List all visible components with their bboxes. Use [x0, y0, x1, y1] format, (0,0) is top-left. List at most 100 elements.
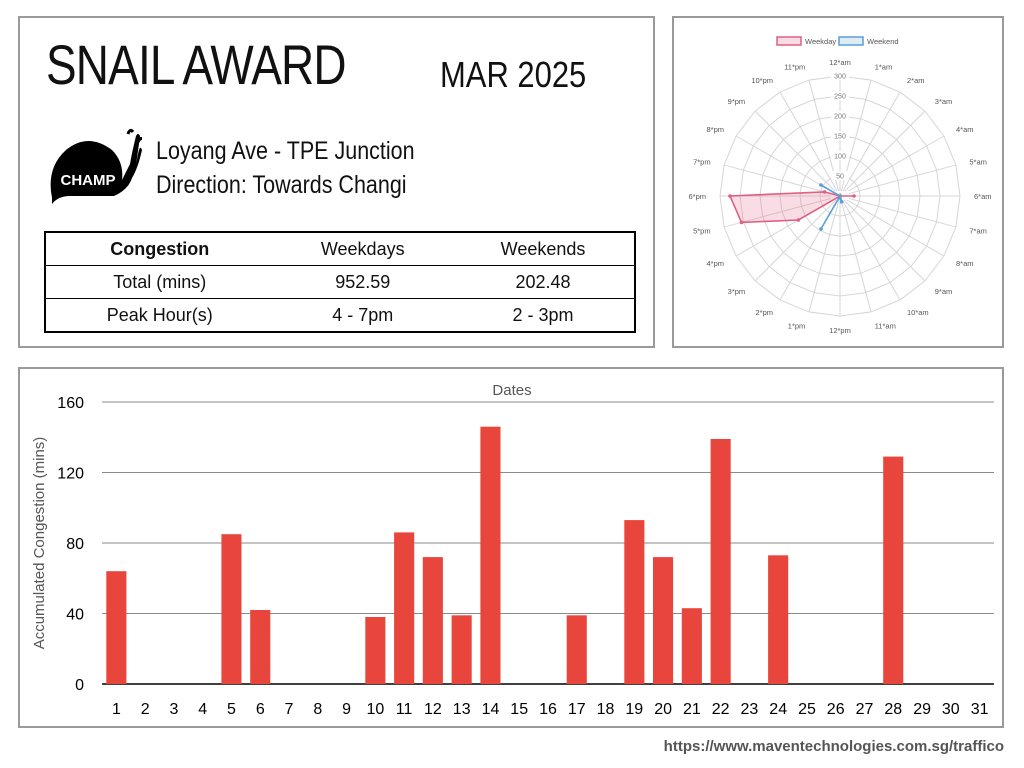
radar-chart: 12*am 1*am 2*am 3*am 4*am 5*am 6*am 7*am 8*am 9*a…: [688, 36, 992, 335]
radar-spoke: [839, 195, 957, 228]
legend-swatch: [776, 36, 802, 46]
bar-day-19: [624, 520, 645, 684]
x-tick-label: 24: [769, 701, 787, 718]
radar-category-label: 5*pm: [693, 227, 711, 236]
radar-spoke: [839, 195, 872, 313]
bar-day-10: [365, 617, 386, 684]
x-tick-label: 9: [342, 701, 351, 718]
x-tick-label: 2: [141, 701, 150, 718]
x-tick-label: 12: [424, 701, 442, 718]
radar-spoke: [839, 195, 926, 282]
radar-tick-bg: [831, 151, 849, 160]
x-tick-label: 15: [510, 701, 528, 718]
bar-day-5: [221, 534, 242, 684]
direction-label: Direction: Towards Changi: [156, 171, 407, 199]
bar-day-21: [681, 608, 702, 684]
x-tick-label: 30: [942, 701, 960, 718]
radar-category-label: 6*am: [974, 192, 992, 201]
radar-tick-bg: [831, 171, 849, 180]
bar-day-22: [710, 439, 731, 684]
bar-day-12: [422, 557, 443, 684]
radar-spoke: [839, 195, 945, 257]
x-tick-label: 23: [741, 701, 759, 718]
radar-category-label: 10*pm: [751, 76, 773, 85]
x-tick-label: 4: [198, 701, 207, 718]
radar-category-label: 8*pm: [706, 125, 724, 134]
bar-day-1: [106, 571, 127, 684]
radar-spoke: [723, 164, 841, 197]
radar-tick-bg: [831, 111, 849, 120]
x-tick-label: 18: [597, 701, 615, 718]
x-tick-label: 5: [227, 701, 236, 718]
x-tick-label: 3: [169, 701, 178, 718]
award-title: SNAIL AWARD: [46, 33, 347, 96]
radar-tick-bg: [831, 91, 849, 100]
bar-day-17: [566, 615, 587, 684]
table-header: Congestion: [110, 238, 210, 259]
x-tick-label: 27: [856, 701, 874, 718]
radar-spoke: [839, 110, 926, 197]
table-cell: 4 - 7pm: [273, 298, 453, 332]
x-tick-label: 11: [396, 701, 413, 718]
footer-url[interactable]: https://www.maventechnologies.com.sg/tra…: [663, 738, 1004, 755]
radar-spoke: [808, 195, 841, 313]
radar-category-label: 7*am: [969, 227, 987, 236]
y-tick-label: 120: [57, 466, 84, 483]
x-tick-label: 28: [884, 701, 902, 718]
x-tick-label: 10: [367, 701, 385, 718]
legend-swatch: [838, 36, 864, 46]
radar-tick-label: 100: [834, 154, 846, 161]
radar-category-label: 11*pm: [784, 63, 805, 72]
radar-category-label: 6*pm: [688, 192, 706, 201]
radar-tick-bg: [831, 71, 849, 80]
radar-category-label: 11*am: [875, 321, 896, 330]
radar-category-label: 9*pm: [728, 97, 746, 106]
radar-category-label: 1*am: [875, 63, 893, 72]
y-tick-label: 80: [66, 536, 84, 553]
radar-category-label: 3*pm: [728, 287, 746, 296]
x-tick-label: 1: [112, 701, 121, 718]
radar-point: [852, 194, 856, 198]
y-tick-label: 0: [75, 677, 84, 694]
radar-point: [819, 227, 823, 231]
radar-spoke: [839, 164, 957, 197]
x-tick-label: 6: [256, 701, 265, 718]
congestion-table: Congestion Weekdays Weekends Total (mins…: [44, 231, 636, 333]
radar-category-label: 4*am: [956, 125, 974, 134]
radar-tick-label: 200: [834, 114, 846, 121]
radar-point: [796, 218, 801, 222]
radar-panel: 12*am 1*am 2*am 3*am 4*am 5*am 6*am 7*am 8*am 9*a…: [672, 16, 1004, 348]
radar-category-label: 2*am: [907, 76, 925, 85]
radar-point: [819, 183, 823, 187]
table-header: Weekends: [500, 238, 586, 259]
radar-spoke: [839, 195, 901, 301]
x-tick-label: 31: [971, 701, 989, 718]
x-tick-label: 7: [285, 701, 294, 718]
bar-chart-title: Dates: [492, 382, 531, 399]
radar-point: [839, 200, 844, 204]
radar-spoke: [839, 91, 901, 197]
table-cell: 202.48: [452, 265, 635, 299]
legend-label: Weekday: [805, 37, 836, 46]
radar-spoke: [839, 135, 945, 197]
radar-point: [739, 220, 744, 225]
radar-category-label: 3*am: [935, 97, 953, 106]
radar-category-label: 7*pm: [693, 157, 711, 166]
bar-day-14: [480, 426, 501, 684]
radar-spoke: [779, 91, 841, 197]
table-row: Total (mins) 952.59 202.48: [45, 265, 635, 299]
snail-icon: CHAMP: [50, 128, 142, 204]
radar-category-label: 10*am: [907, 308, 929, 317]
bar-day-24: [768, 555, 789, 684]
radar-category-label: 12*pm: [829, 326, 851, 335]
x-tick-label: 20: [654, 701, 672, 718]
x-tick-label: 17: [568, 701, 586, 718]
y-axis-label: Accumulated Congestion (mins): [31, 437, 48, 650]
legend-label: Weekend: [867, 37, 899, 46]
radar-spoke: [754, 110, 841, 197]
radar-category-label: 4*pm: [706, 259, 724, 268]
x-tick-label: 19: [625, 701, 643, 718]
x-tick-label: 21: [683, 701, 701, 718]
y-tick-label: 40: [66, 607, 84, 624]
table-cell: 952.59: [273, 265, 453, 299]
